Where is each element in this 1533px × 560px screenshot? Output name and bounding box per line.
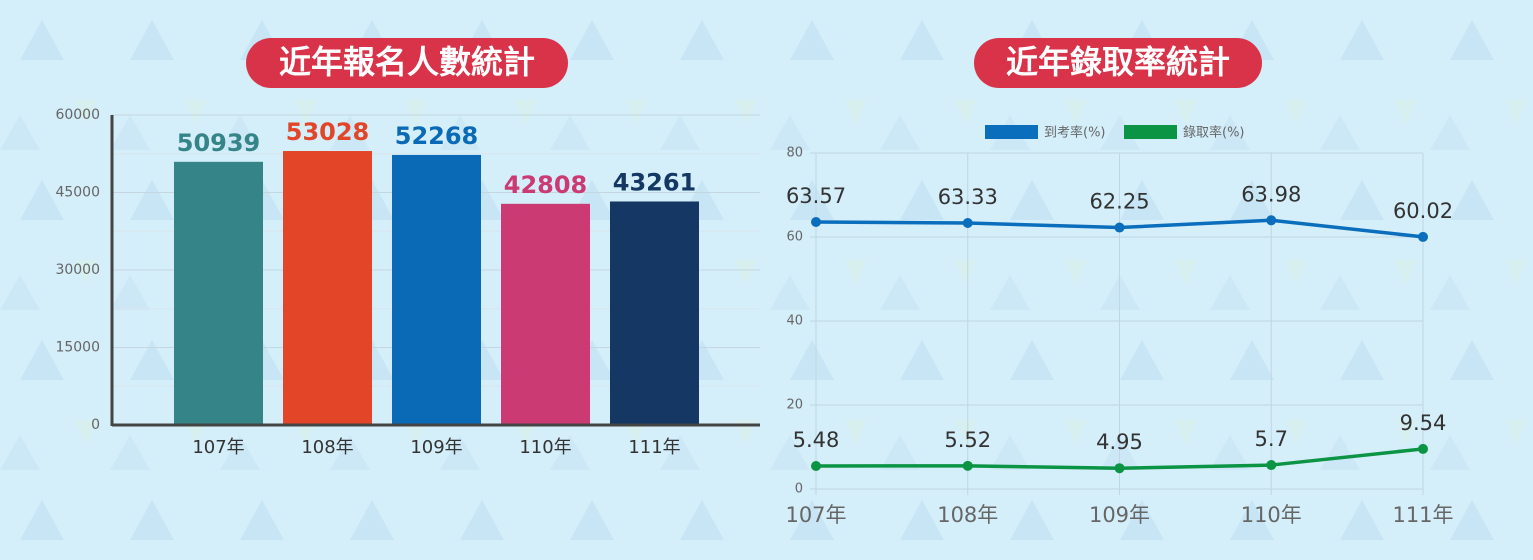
bar	[283, 151, 372, 425]
x-tick-label: 109年	[410, 437, 462, 458]
x-tick-label: 110年	[1241, 503, 1302, 527]
x-tick-label: 107年	[192, 437, 244, 458]
point	[1266, 460, 1277, 471]
value-label: 62.25	[1089, 190, 1149, 214]
value-label: 4.95	[1096, 430, 1143, 454]
point	[811, 217, 821, 228]
title-pill	[974, 38, 1262, 88]
value-label: 5.7	[1255, 427, 1288, 451]
y-tick-label: 0	[795, 482, 803, 497]
point	[1418, 231, 1428, 242]
legend-label: 到考率(%)	[1044, 125, 1106, 141]
value-label: 60.02	[1393, 199, 1453, 223]
x-tick-label: 111年	[1392, 503, 1453, 527]
legend-label: 錄取率(%)	[1183, 125, 1245, 141]
x-tick-label: 108年	[301, 437, 353, 458]
x-tick-label: 109年	[1089, 503, 1150, 527]
point	[1114, 222, 1125, 233]
value-label: 5.48	[793, 428, 840, 452]
chart-title: 近年錄取率統計	[1006, 43, 1230, 81]
point	[1114, 463, 1125, 474]
y-tick-label: 60000	[55, 107, 100, 123]
bar	[501, 203, 590, 425]
y-tick-label: 30000	[55, 262, 100, 278]
x-tick-label: 111年	[628, 437, 680, 458]
chart-title: 近年報名人數統計	[279, 43, 535, 81]
value-label: 50939	[177, 129, 261, 157]
x-tick-label: 108年	[937, 503, 998, 527]
bar	[610, 201, 699, 425]
point	[1266, 215, 1277, 226]
x-tick-label: 110年	[519, 437, 571, 458]
y-tick-label: 45000	[55, 185, 100, 201]
legend-swatch	[985, 125, 1038, 139]
value-label: 42808	[504, 171, 588, 199]
y-tick-label: 15000	[55, 340, 100, 356]
y-tick-label: 80	[786, 146, 803, 161]
value-label: 63.57	[786, 184, 846, 208]
point	[1418, 443, 1428, 454]
title-pill	[246, 38, 568, 88]
value-label: 52268	[395, 122, 479, 150]
y-tick-label: 20	[786, 398, 803, 413]
value-label: 5.52	[944, 428, 991, 452]
point	[811, 460, 821, 471]
y-tick-label: 0	[91, 417, 100, 433]
y-tick-label: 40	[786, 314, 803, 329]
y-tick-label: 60	[786, 230, 803, 245]
point	[962, 460, 973, 471]
value-label: 43261	[613, 168, 697, 196]
value-label: 9.54	[1400, 411, 1447, 435]
x-tick-label: 107年	[785, 503, 846, 527]
value-label: 63.98	[1241, 182, 1301, 206]
bar	[174, 161, 263, 425]
value-label: 63.33	[938, 185, 998, 209]
legend-swatch	[1124, 125, 1177, 139]
point	[962, 218, 973, 229]
bar	[392, 154, 481, 425]
value-label: 53028	[286, 118, 370, 146]
